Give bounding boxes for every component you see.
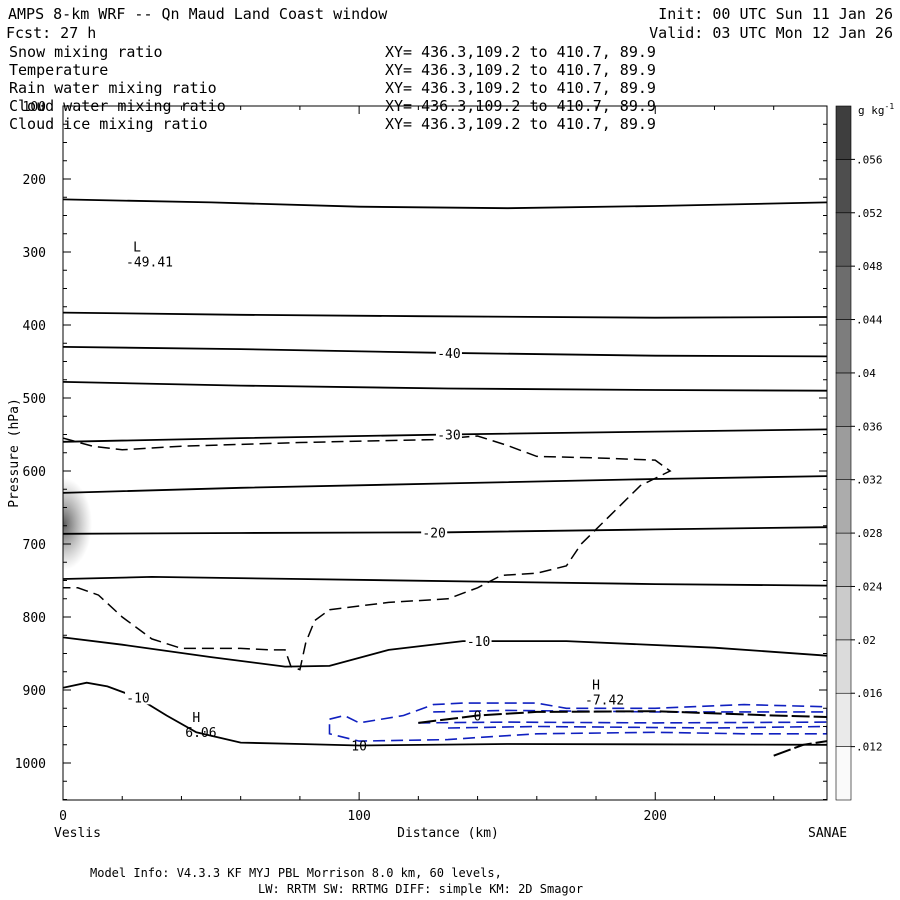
temperature-contour bbox=[63, 681, 827, 747]
colorbar-level-label: .04 bbox=[856, 367, 876, 380]
contour-label-bg bbox=[421, 524, 448, 540]
colorbar-level-label: .024 bbox=[856, 580, 883, 593]
colorbar-level-label: .036 bbox=[856, 420, 883, 433]
colorbar-cell bbox=[835, 692, 852, 747]
colorbar-cell bbox=[835, 532, 852, 587]
colorbar: .012 .016 .02 .024 .028 .032 .036 .04 .044 .048 .0… bbox=[835, 105, 883, 801]
field-name: Cloud ice mixing ratio bbox=[9, 115, 208, 133]
temperature-contour bbox=[63, 475, 827, 494]
left-endpoint-label: Veslis bbox=[54, 826, 101, 841]
cloud-water-contour bbox=[328, 702, 827, 742]
field-xy: XY= 436.3,109.2 to 410.7, 89.9 bbox=[385, 115, 656, 133]
extremum-marker: L bbox=[133, 240, 141, 255]
colorbar-cell bbox=[835, 426, 852, 480]
snow-contour bbox=[63, 435, 672, 671]
plot-frame bbox=[62, 105, 828, 801]
colorbar-level-label: .044 bbox=[856, 314, 883, 327]
init-time: Init: 00 UTC Sun 11 Jan 26 bbox=[658, 5, 893, 23]
valid-time: Valid: 03 UTC Mon 12 Jan 26 bbox=[649, 24, 893, 42]
colorbar-level-label: .028 bbox=[856, 527, 883, 540]
contour-label-bg bbox=[435, 344, 462, 360]
contour-label-bg bbox=[435, 426, 462, 442]
temperature-contour-label: -10 bbox=[467, 635, 490, 650]
field-xy: XY= 436.3,109.2 to 410.7, 89.9 bbox=[385, 79, 656, 97]
cloud-water-contour bbox=[418, 721, 827, 724]
x-tick-label: 100 bbox=[347, 809, 370, 824]
colorbar-cell bbox=[835, 105, 852, 160]
colorbar-cell bbox=[835, 746, 852, 801]
extremum-value: -49.41 bbox=[126, 255, 173, 270]
extremum-value: 6.06 bbox=[185, 726, 216, 741]
y-tick-label: 800 bbox=[23, 611, 46, 626]
colorbar-unit: g kg-1 bbox=[858, 102, 894, 117]
field-name: Temperature bbox=[9, 61, 108, 79]
inline-contour-label: 10 bbox=[351, 739, 367, 754]
field-xy: XY= 436.3,109.2 to 410.7, 89.9 bbox=[385, 61, 656, 79]
colorbar-level-label: .052 bbox=[856, 207, 883, 220]
temperature-contour bbox=[63, 636, 827, 668]
contour-layer bbox=[63, 198, 827, 757]
y-tick-label: 700 bbox=[23, 538, 46, 553]
colorbar-cell bbox=[835, 479, 852, 534]
y-tick-label: 600 bbox=[23, 465, 46, 480]
right-endpoint-label: SANAE bbox=[808, 826, 847, 841]
extremum-marker: H bbox=[192, 711, 200, 726]
temperature-contour bbox=[63, 526, 827, 535]
x-tick-label: 200 bbox=[644, 809, 667, 824]
x-tick-label: 0 bbox=[59, 809, 67, 824]
y-tick-label: 400 bbox=[23, 319, 46, 334]
y-tick-label: 900 bbox=[23, 684, 46, 699]
colorbar-level-label: .02 bbox=[856, 634, 876, 647]
model-info-line2: LW: RRTM SW: RRTMG DIFF: simple KM: 2D S… bbox=[258, 882, 583, 896]
field-name: Snow mixing ratio bbox=[9, 43, 163, 61]
extremum-value: -7.42 bbox=[585, 693, 624, 708]
y-axis-label: Pressure (hPa) bbox=[7, 398, 22, 508]
colorbar-level-label: .016 bbox=[856, 687, 883, 700]
colorbar-cell bbox=[835, 319, 852, 374]
temperature-contour bbox=[63, 346, 827, 358]
y-tick-label: 1000 bbox=[15, 757, 46, 772]
forecast-hour: Fcst: 27 h bbox=[6, 24, 96, 42]
contour-label-bg bbox=[465, 633, 492, 649]
inline-contour-label: 0 bbox=[474, 710, 482, 725]
y-tick-label: 300 bbox=[23, 246, 46, 261]
fields-legend: Snow mixing ratio XY= 436.3,109.2 to 410.… bbox=[9, 43, 656, 133]
y-tick-label: 500 bbox=[23, 392, 46, 407]
temperature-contour-label: -40 bbox=[437, 347, 460, 362]
colorbar-cell bbox=[835, 586, 852, 641]
temperature-contour-label: -30 bbox=[437, 429, 460, 444]
temperature-contour bbox=[63, 381, 827, 392]
figure-title: AMPS 8-km WRF -- Qn Maud Land Coast wind… bbox=[8, 5, 388, 23]
colorbar-cell bbox=[835, 265, 852, 320]
field-name: Rain water mixing ratio bbox=[9, 79, 217, 97]
snow-shading-blob bbox=[63, 478, 92, 570]
model-info-line1: Model Info: V4.3.3 KF MYJ PBL Morrison 8… bbox=[90, 866, 502, 880]
extremum-marker: H bbox=[592, 678, 600, 693]
contour-label-bg bbox=[125, 689, 152, 705]
colorbar-cell bbox=[835, 372, 852, 427]
cloud-ice-contour bbox=[418, 710, 827, 724]
field-xy: XY= 436.3,109.2 to 410.7, 89.9 bbox=[385, 43, 656, 61]
colorbar-level-label: .032 bbox=[856, 474, 883, 487]
colorbar-cell bbox=[835, 212, 852, 267]
temperature-contour-label: -20 bbox=[422, 526, 445, 541]
colorbar-cell bbox=[835, 639, 852, 694]
colorbar-level-label: .056 bbox=[856, 153, 883, 166]
temperature-contour bbox=[63, 198, 827, 210]
colorbar-level-label: .012 bbox=[856, 741, 883, 754]
y-tick-label: 200 bbox=[23, 173, 46, 188]
temperature-contour-label: -10 bbox=[126, 691, 149, 706]
cloud-ice-contour bbox=[773, 740, 827, 757]
cloud-water-contour bbox=[447, 725, 827, 729]
y-tick-label: 100 bbox=[23, 100, 46, 115]
x-axis-label: Distance (km) bbox=[397, 826, 499, 841]
temperature-contour bbox=[63, 311, 827, 319]
colorbar-cell bbox=[835, 159, 852, 214]
colorbar-level-label: .048 bbox=[856, 260, 883, 273]
temperature-contour bbox=[63, 575, 827, 587]
